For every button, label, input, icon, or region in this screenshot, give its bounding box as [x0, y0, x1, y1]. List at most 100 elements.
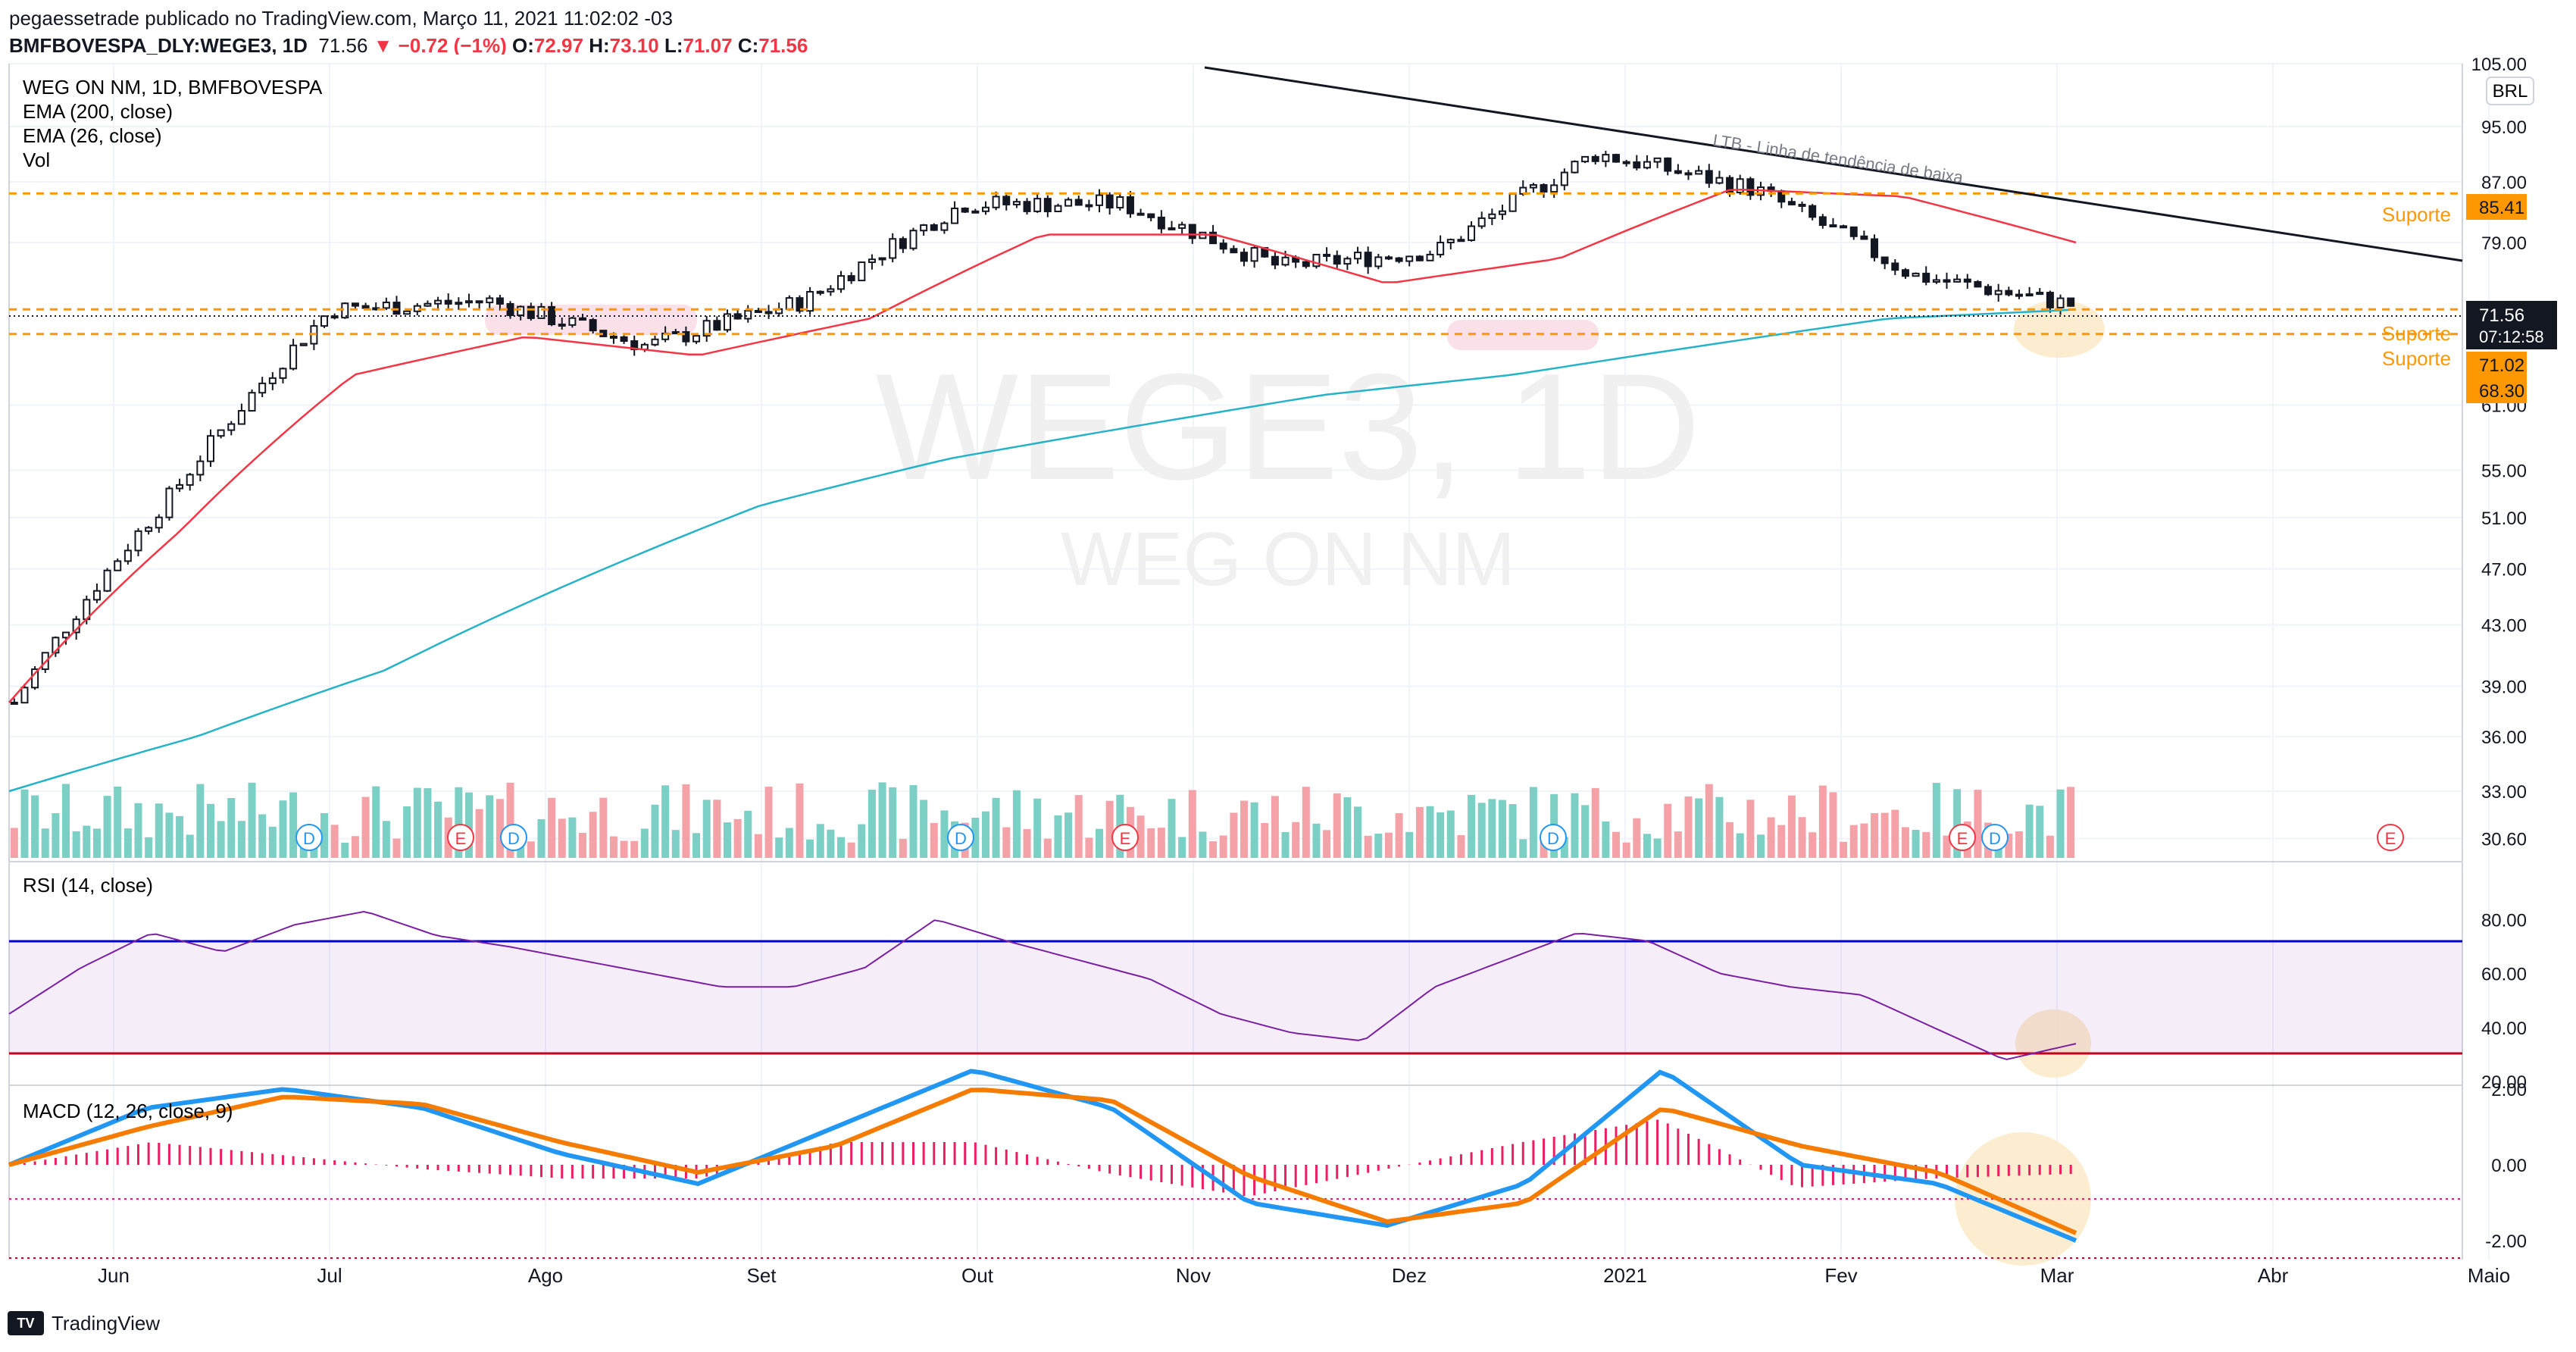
y-tick-label: 33.00 — [2481, 782, 2527, 803]
candle-body — [1271, 255, 1279, 266]
legend-ema200[interactable]: EMA (200, close) — [23, 100, 173, 123]
volume-bar — [1860, 823, 1868, 858]
volume-bar — [992, 797, 1000, 858]
earnings-icon[interactable] — [1111, 824, 1139, 851]
candle-body — [289, 344, 298, 370]
volume-bar — [1809, 832, 1817, 858]
ltb-trend-line[interactable] — [1204, 66, 2463, 262]
candle-body — [1550, 184, 1558, 193]
candle-body — [1912, 272, 1920, 277]
earnings-icon[interactable] — [1949, 824, 1976, 851]
dividend-icon[interactable] — [1540, 824, 1567, 851]
candle-body — [1250, 247, 1258, 262]
volume-bar — [279, 800, 287, 858]
brand-name: TradingView — [52, 1311, 161, 1335]
earnings-icon[interactable] — [447, 824, 474, 851]
volume-bar — [620, 840, 628, 858]
candle-body — [764, 311, 773, 315]
candle-body — [2036, 292, 2044, 296]
x-tick-label: Fev — [1824, 1264, 1857, 1287]
candle-body — [1054, 205, 1062, 213]
open-label: O: — [512, 34, 534, 57]
volume-bar — [1519, 839, 1527, 858]
candle-body — [827, 288, 835, 293]
volume-bar — [609, 836, 617, 858]
event-letter: E — [1120, 829, 1131, 848]
volume-bar — [1302, 787, 1310, 858]
svg-text:85.41: 85.41 — [2479, 198, 2524, 218]
volume-bar — [1560, 837, 1568, 858]
svg-text:68.30: 68.30 — [2479, 381, 2524, 402]
dividend-icon[interactable] — [947, 824, 974, 851]
footer[interactable]: TV TradingView — [8, 1311, 160, 1335]
candle-body — [1818, 216, 1827, 227]
y-tick-label: 39.00 — [2481, 677, 2527, 697]
earnings-icon[interactable] — [2377, 824, 2404, 851]
price-axis[interactable]: 30.60 33.00 36.00 39.00 43.00 47.00 51.00 55.00… — [2471, 55, 2527, 1252]
dividend-icon[interactable] — [295, 824, 323, 851]
x-tick-label: Ago — [528, 1264, 563, 1287]
volume-bar — [1105, 800, 1114, 858]
candle-body — [2025, 293, 2034, 297]
volume-bar — [1849, 825, 1858, 858]
chart-canvas[interactable]: WEGE3, 1D WEG ON NM Suporte Suporte Supo… — [0, 55, 2576, 1305]
candle-body — [754, 309, 762, 313]
legend-macd[interactable]: MACD (12, 26, close, 9) — [23, 1100, 233, 1122]
volume-bar — [1591, 787, 1599, 858]
rsi-tick-label: 80.00 — [2481, 910, 2527, 931]
candle-body — [1922, 272, 1930, 283]
volume-bar — [1901, 827, 1909, 858]
volume-bar — [1240, 800, 1248, 858]
time-axis[interactable]: Jun Jul Ago Set Out Nov Dez 2021 Fev Mar Abr Maio — [98, 1264, 2510, 1287]
volume-bar — [31, 795, 39, 858]
volume-bar — [1188, 790, 1196, 858]
candle-body — [1436, 242, 1445, 255]
volume-bar — [1364, 835, 1372, 858]
y-tick-label: 55.00 — [2481, 461, 2527, 481]
candle-body — [692, 335, 701, 343]
volume-bar — [1736, 833, 1744, 858]
volume-bar — [1426, 806, 1434, 858]
low-value: 71.07 — [683, 34, 733, 57]
candle-body — [1033, 198, 1042, 212]
volume-bar — [889, 787, 897, 858]
candle-body — [424, 302, 432, 307]
candle-body — [1787, 201, 1796, 205]
candle-body — [279, 368, 287, 379]
candle-body — [1684, 172, 1693, 176]
candle-body — [847, 275, 855, 282]
volume-bar — [1756, 834, 1765, 858]
volume-bar — [1622, 842, 1630, 858]
volume-bar — [579, 832, 587, 858]
dividend-icon[interactable] — [1981, 824, 2009, 851]
candle-body — [123, 549, 132, 562]
volume-bar — [2005, 834, 2013, 858]
volume-bar — [1292, 822, 1300, 858]
candle-body — [1096, 194, 1104, 206]
legend-ema26[interactable]: EMA (26, close) — [23, 124, 162, 147]
candle-body — [1043, 198, 1052, 213]
candle-body — [527, 305, 535, 319]
candle-body — [920, 224, 928, 232]
suporte-label-2: Suporte — [2382, 322, 2451, 345]
volume-bar — [1529, 787, 1537, 858]
legend-vol[interactable]: Vol — [23, 149, 50, 171]
volume-bar — [971, 817, 980, 858]
candle-body — [20, 687, 29, 704]
legend-rsi[interactable]: RSI (14, close) — [23, 874, 153, 897]
y-tick-label: 95.00 — [2481, 117, 2527, 138]
currency-badge[interactable]: BRL — [2486, 77, 2534, 105]
volume-bar — [227, 798, 236, 858]
candle-body — [1323, 253, 1331, 257]
candle-body — [2015, 293, 2023, 297]
volume-bar — [1415, 806, 1424, 858]
volume-bar — [1653, 838, 1662, 858]
candle-body — [1023, 201, 1031, 212]
volume-bar — [837, 837, 846, 858]
volume-bar — [671, 830, 680, 858]
dividend-icon[interactable] — [500, 824, 527, 851]
close-value: 71.56 — [758, 34, 808, 57]
candle-body — [1809, 205, 1817, 218]
rsi-line — [8, 910, 2077, 1060]
